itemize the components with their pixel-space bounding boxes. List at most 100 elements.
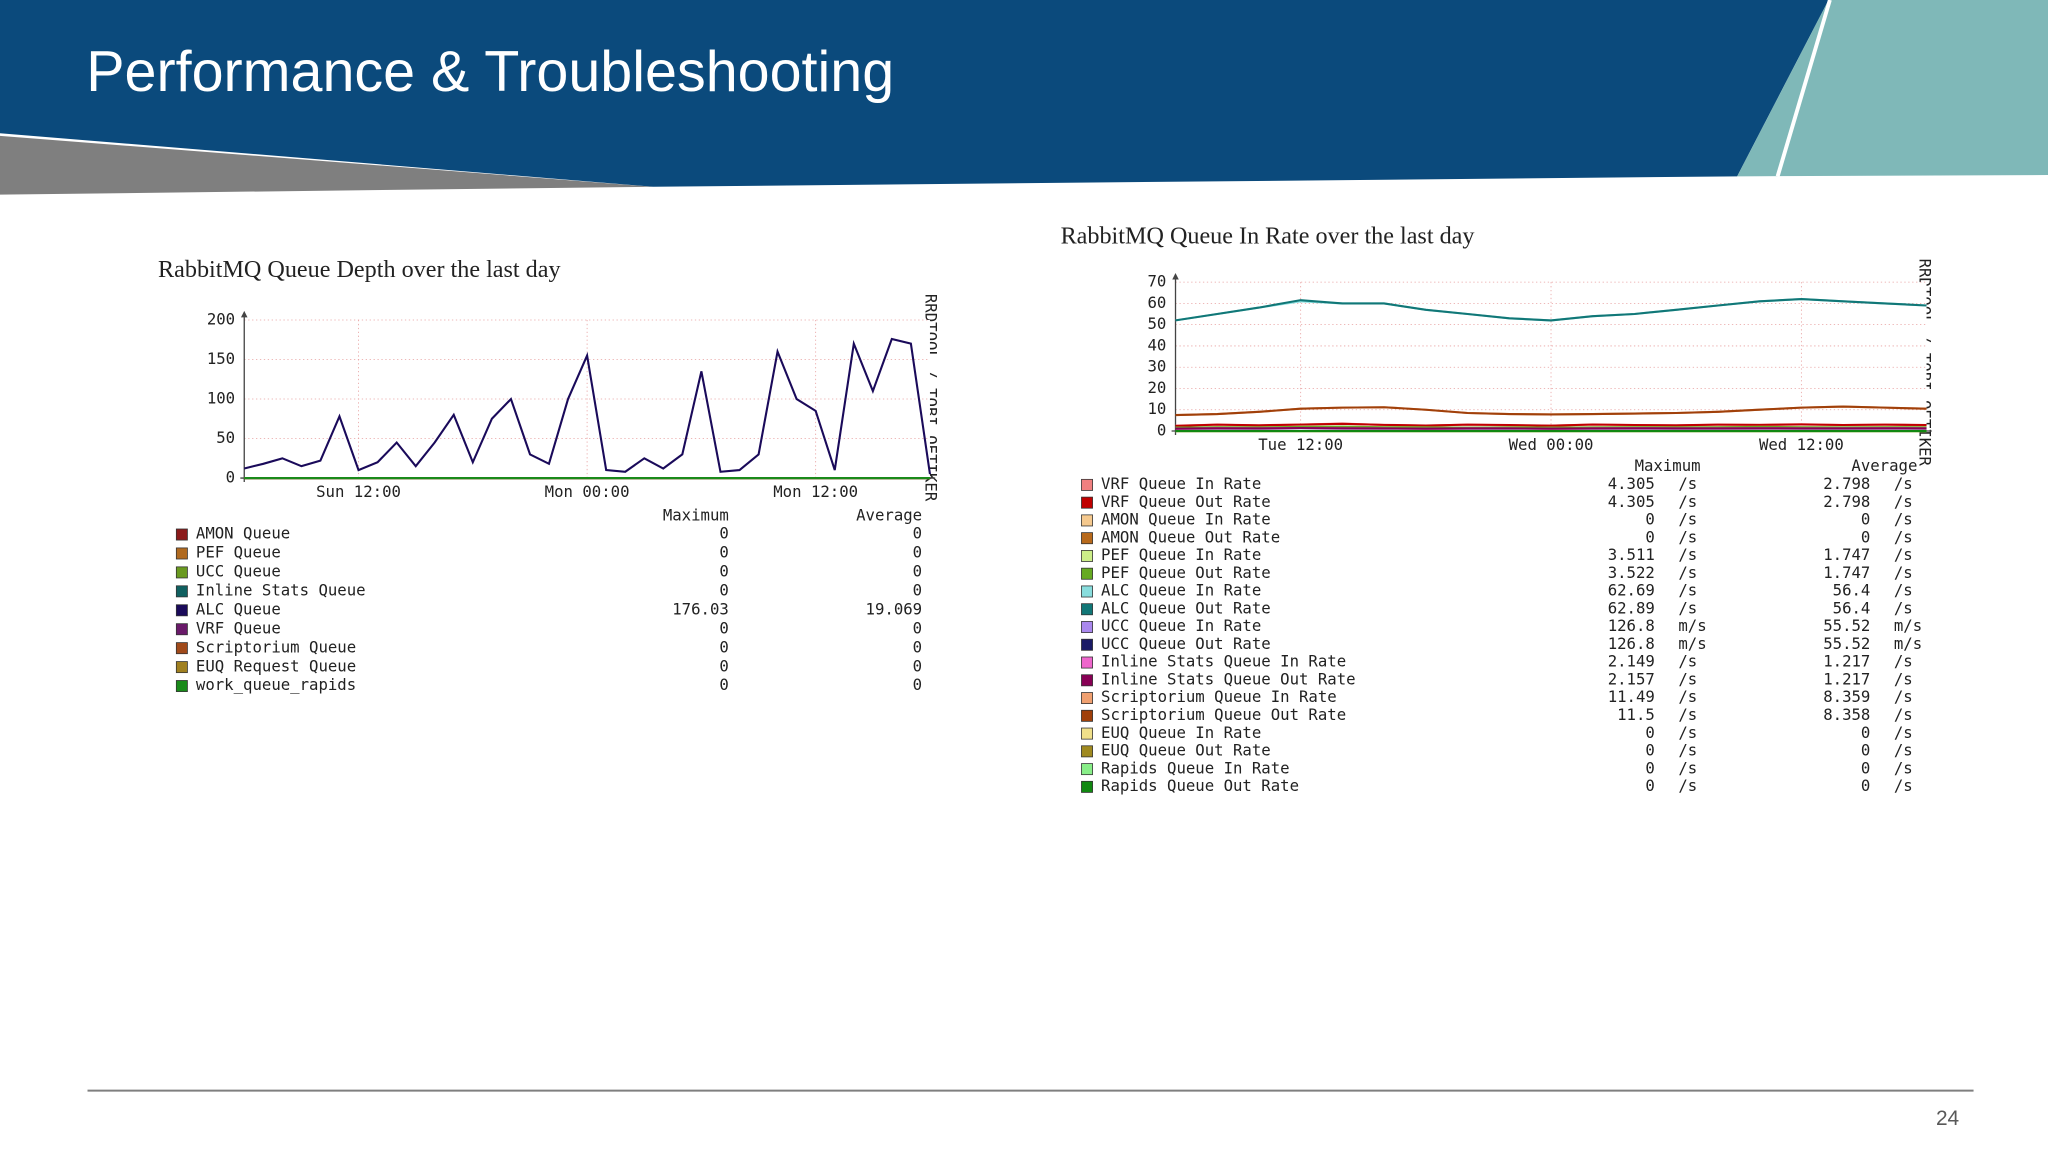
legend-label: ALC Queue In Rate bbox=[1101, 581, 1261, 600]
y-tick-label: 150 bbox=[207, 349, 235, 368]
legend-label: Inline Stats Queue In Rate bbox=[1101, 652, 1346, 671]
y-tick-label: 50 bbox=[1148, 314, 1167, 333]
legend-swatch bbox=[175, 661, 188, 674]
series-line bbox=[1175, 426, 1927, 430]
legend-maximum: 0 bbox=[719, 675, 728, 694]
header-band bbox=[0, 0, 1829, 187]
chart-title: RabbitMQ Queue In Rate over the last day bbox=[1061, 222, 1475, 249]
legend-label: Scriptorium Queue Out Rate bbox=[1101, 705, 1346, 724]
legend-average-unit: /s bbox=[1894, 545, 1913, 564]
legend-average: 2.798 bbox=[1823, 492, 1870, 511]
legend-maximum: 2.149 bbox=[1608, 652, 1655, 671]
legend-swatch bbox=[175, 585, 188, 598]
legend-average: 1.747 bbox=[1823, 545, 1870, 564]
legend-maximum: 0 bbox=[719, 656, 728, 675]
legend-label: AMON Queue In Rate bbox=[1101, 510, 1271, 529]
legend-average: 0 bbox=[1861, 723, 1870, 742]
legend-maximum-unit: /s bbox=[1678, 741, 1697, 760]
legend-label: ALC Queue Out Rate bbox=[1101, 598, 1271, 617]
legend-maximum: 0 bbox=[1645, 723, 1654, 742]
legend-label: Scriptorium Queue bbox=[196, 637, 356, 656]
legend-average: 0 bbox=[913, 656, 922, 675]
legend-swatch bbox=[1081, 727, 1093, 740]
y-tick-label: 50 bbox=[216, 428, 235, 447]
legend-average: 0 bbox=[1861, 758, 1870, 777]
legend-maximum: 176.03 bbox=[672, 599, 729, 618]
legend-maximum: 0 bbox=[1645, 776, 1654, 795]
slide-title: Performance & Troubleshooting bbox=[86, 40, 894, 104]
legend-maximum-unit: /s bbox=[1678, 581, 1697, 600]
legend-average: 56.4 bbox=[1833, 598, 1871, 617]
x-tick-label: Tue 12:00 bbox=[1258, 435, 1343, 454]
legend-maximum-unit: /s bbox=[1678, 705, 1697, 724]
legend-maximum: 62.89 bbox=[1608, 598, 1655, 617]
legend-maximum-unit: /s bbox=[1678, 758, 1697, 777]
legend-average: 0 bbox=[913, 543, 922, 562]
chart-title: RabbitMQ Queue Depth over the last day bbox=[158, 256, 561, 283]
legend-average-unit: /s bbox=[1894, 598, 1913, 617]
x-tick-label: Sun 12:00 bbox=[316, 482, 401, 501]
legend-average: 0 bbox=[1861, 776, 1870, 795]
legend-swatch bbox=[1081, 514, 1093, 527]
legend-maximum-unit: /s bbox=[1678, 527, 1697, 546]
y-tick-label: 30 bbox=[1148, 357, 1167, 376]
legend-maximum: 11.5 bbox=[1617, 705, 1655, 724]
legend-maximum-unit: /s bbox=[1678, 669, 1697, 688]
legend-average: 0 bbox=[913, 618, 922, 637]
legend-label: UCC Queue bbox=[196, 562, 281, 581]
legend-swatch bbox=[1081, 567, 1093, 580]
legend-maximum: 4.305 bbox=[1608, 492, 1655, 511]
y-tick-label: 70 bbox=[1148, 272, 1167, 291]
legend-swatch bbox=[175, 547, 188, 560]
legend-average-unit: /s bbox=[1894, 687, 1913, 706]
y-tick-label: 100 bbox=[207, 389, 235, 408]
legend-swatch bbox=[175, 604, 188, 617]
legend-average-unit: /s bbox=[1894, 758, 1913, 777]
legend-maximum-unit: /s bbox=[1678, 563, 1697, 582]
legend-average: 0 bbox=[913, 562, 922, 581]
legend-maximum: 0 bbox=[1645, 510, 1654, 529]
legend-average: 8.358 bbox=[1823, 705, 1870, 724]
legend-maximum-unit: /s bbox=[1678, 598, 1697, 617]
x-tick-label: Wed 00:00 bbox=[1509, 435, 1594, 454]
legend-header: Maximum bbox=[663, 505, 729, 524]
legend-average: 19.069 bbox=[866, 599, 923, 618]
legend-maximum: 0 bbox=[1645, 741, 1654, 760]
legend-label: Scriptorium Queue In Rate bbox=[1101, 687, 1337, 706]
legend-maximum: 0 bbox=[719, 581, 728, 600]
legend-average: 0 bbox=[913, 637, 922, 656]
legend-label: PEF Queue In Rate bbox=[1101, 545, 1261, 564]
legend-average: 0 bbox=[913, 675, 922, 694]
legend-swatch bbox=[1081, 763, 1093, 776]
axis-arrow bbox=[1172, 272, 1179, 280]
legend-average: 55.52 bbox=[1823, 616, 1870, 635]
legend-label: EUQ Queue Out Rate bbox=[1101, 741, 1271, 760]
legend-average-unit: /s bbox=[1894, 527, 1913, 546]
legend-maximum-unit: /s bbox=[1678, 687, 1697, 706]
legend-label: EUQ Queue In Rate bbox=[1101, 723, 1261, 742]
legend-maximum-unit: /s bbox=[1678, 545, 1697, 564]
legend-average-unit: /s bbox=[1894, 581, 1913, 600]
legend-swatch bbox=[1081, 532, 1093, 545]
legend-swatch bbox=[1081, 603, 1093, 616]
legend-swatch bbox=[175, 642, 188, 655]
header-wedge bbox=[0, 135, 654, 195]
legend-maximum: 0 bbox=[719, 543, 728, 562]
legend-average: 1.217 bbox=[1823, 652, 1870, 671]
legend-maximum: 0 bbox=[1645, 527, 1654, 546]
legend-swatch bbox=[1081, 780, 1093, 793]
legend-label: Rapids Queue Out Rate bbox=[1101, 776, 1299, 795]
legend-swatch bbox=[1081, 496, 1093, 509]
legend-maximum-unit: m/s bbox=[1678, 616, 1706, 635]
legend-maximum-unit: /s bbox=[1678, 652, 1697, 671]
legend-swatch bbox=[175, 566, 188, 579]
legend-swatch bbox=[1081, 585, 1093, 598]
legend-maximum-unit: /s bbox=[1678, 492, 1697, 511]
legend-average-unit: /s bbox=[1894, 705, 1913, 724]
y-tick-label: 60 bbox=[1148, 293, 1167, 312]
x-tick-label: Wed 12:00 bbox=[1759, 435, 1844, 454]
y-tick-label: 200 bbox=[207, 310, 235, 329]
